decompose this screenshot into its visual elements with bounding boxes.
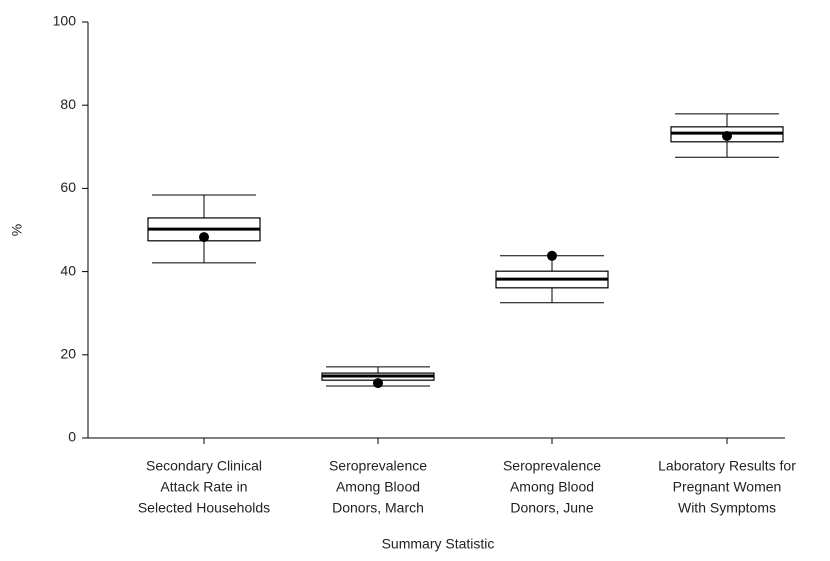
- mean-marker: [199, 232, 209, 243]
- x-tick-label: Laboratory Results for: [658, 458, 796, 474]
- x-tick-label: Seroprevalence: [329, 458, 427, 474]
- y-axis-title: %: [9, 224, 25, 236]
- y-tick-label: 20: [60, 346, 76, 362]
- x-tick-label: Seroprevalence: [503, 458, 601, 474]
- y-tick-label: 80: [60, 96, 76, 112]
- x-tick-label: Donors, March: [332, 500, 424, 516]
- y-tick-label: 60: [60, 179, 76, 195]
- x-tick-label: Donors, June: [510, 500, 593, 516]
- x-tick-label: Among Blood: [336, 479, 420, 495]
- y-tick-label: 40: [60, 262, 76, 278]
- x-tick-label: Among Blood: [510, 479, 594, 495]
- x-axis-title: Summary Statistic: [382, 536, 495, 552]
- x-tick-label: Secondary Clinical: [146, 458, 262, 474]
- mean-marker: [722, 130, 732, 141]
- y-tick-label: 0: [68, 429, 76, 445]
- x-tick-label: Pregnant Women: [673, 479, 782, 495]
- mean-marker: [373, 378, 383, 389]
- y-tick-label: 100: [53, 13, 77, 29]
- mean-marker: [547, 250, 557, 261]
- x-tick-label: Attack Rate in: [160, 479, 247, 495]
- x-tick-label: With Symptoms: [678, 500, 776, 516]
- x-tick-label: Selected Households: [138, 500, 270, 516]
